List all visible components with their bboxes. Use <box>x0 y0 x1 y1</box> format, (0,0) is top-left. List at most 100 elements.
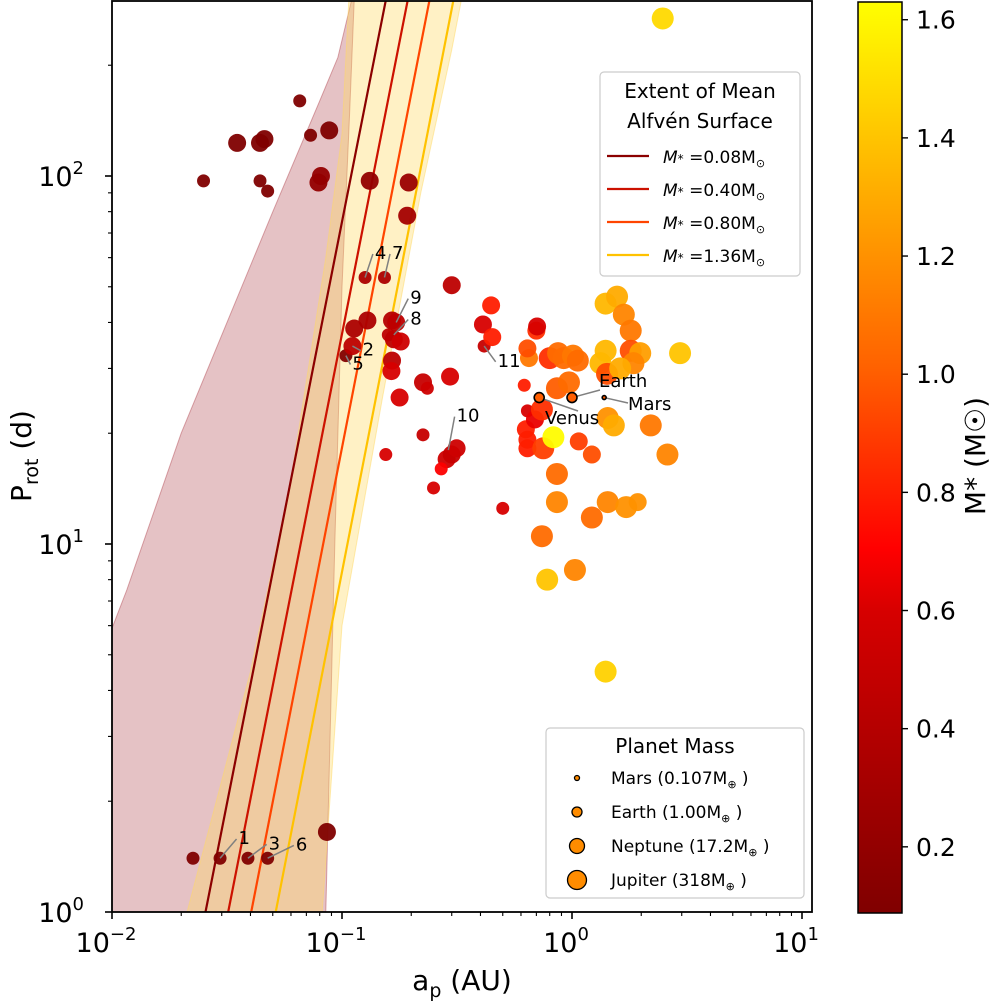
annotation-leader-line <box>447 416 456 451</box>
alfven-band-0.08 <box>112 1 355 912</box>
colorbar-tick-label: 0.8 <box>916 478 956 507</box>
x-axis-label: ap (AU) <box>412 964 512 1002</box>
planet-point <box>186 851 200 865</box>
planet-point <box>536 568 559 591</box>
planet-point <box>651 7 674 30</box>
colorbar-tick-label: 1.0 <box>916 360 956 389</box>
alfven-line-0.8 <box>250 1 431 912</box>
size-legend-label-earth: Earth (1.00M⊕ ) <box>611 803 742 825</box>
planet-point <box>398 206 417 225</box>
size-legend-label-mars: Mars (0.107M⊕ ) <box>611 769 749 791</box>
alfven-line-0.4 <box>227 1 409 912</box>
planet-point <box>518 439 537 458</box>
planet-point <box>358 311 377 330</box>
plot-frame <box>111 0 813 913</box>
alfven-line-1.36 <box>274 1 455 912</box>
solar-system-planet-venus <box>533 391 545 404</box>
planet-point <box>399 173 418 192</box>
x-tick-label: 10−1 <box>306 924 367 959</box>
annotation-leader-line <box>395 298 409 323</box>
planet-point <box>557 371 580 394</box>
planet-point <box>311 167 330 185</box>
planet-point <box>391 332 410 351</box>
size-legend-label-neptune: Neptune (17.2M⊕ ) <box>611 837 769 859</box>
annotation-label-7: 7 <box>392 243 403 264</box>
planet-point <box>197 174 211 188</box>
planet-point <box>528 317 547 336</box>
annotation-label-5: 5 <box>352 353 363 374</box>
size-legend-marker-jupiter <box>566 869 588 891</box>
planet-point <box>517 378 531 392</box>
annotation-leader-line <box>364 253 374 278</box>
planet-point <box>656 443 679 466</box>
colorbar-tick-label: 0.2 <box>916 833 956 862</box>
planet-point <box>261 184 275 198</box>
annotation-leader-line <box>393 318 409 336</box>
annotation-leader-line <box>345 355 352 365</box>
x-tick-label: 10−2 <box>76 924 137 959</box>
planet-point <box>669 342 692 365</box>
size-legend-marker-earth <box>571 806 583 818</box>
planet-point <box>379 448 393 462</box>
annotation-label-3: 3 <box>269 833 280 854</box>
planet-point <box>416 428 430 442</box>
colorbar-gradient <box>857 1 903 914</box>
colorbar-tick-label: 1.6 <box>916 6 956 35</box>
planet-point <box>566 349 589 372</box>
colorbar-tick-label: 1.2 <box>916 242 956 271</box>
planet-point <box>594 660 617 683</box>
x-tick-label: 100 <box>543 924 589 959</box>
planet-point <box>542 426 565 449</box>
planet-point <box>434 462 448 476</box>
planet-point <box>606 285 629 308</box>
colorbar-label: M* (M☉) <box>959 397 992 515</box>
alfven-line-0.08 <box>204 1 387 912</box>
planet-mass-legend-title: Planet Mass <box>615 734 734 758</box>
planet-point <box>473 315 492 334</box>
annotation-label-8: 8 <box>410 308 421 329</box>
y-axis-label: Prot (d) <box>5 410 43 502</box>
alfven-legend-box <box>599 71 801 277</box>
planet-point <box>545 491 568 514</box>
planet-points <box>186 7 692 865</box>
solar-system-planet-earth <box>566 391 578 404</box>
planet-point <box>228 133 247 152</box>
planet-point <box>483 328 502 347</box>
y-tick-label: 102 <box>38 158 84 193</box>
solar-system-label-mars: Mars <box>628 394 671 415</box>
planet-point <box>482 296 501 315</box>
planet-mass-legend-box <box>545 727 805 899</box>
planet-point <box>530 525 553 548</box>
x-tick-label: 101 <box>773 924 819 959</box>
annotation-leader-line <box>219 838 238 859</box>
planet-point <box>518 339 537 358</box>
planet-point <box>293 94 307 108</box>
planet-point <box>639 414 662 437</box>
y-tick-label: 100 <box>38 894 84 929</box>
y-tick-label: 101 <box>38 526 84 561</box>
solar-system-planet-mars <box>601 394 607 401</box>
size-legend-label-jupiter: Jupiter (318M⊕ ) <box>610 871 747 893</box>
annotation-label-1: 1 <box>239 828 250 849</box>
planet-point <box>609 357 632 380</box>
alfven-lines <box>204 1 455 912</box>
planet-mass-legend: Planet Mass Mars (0.107M⊕ ) Earth (1.00M⊕… <box>545 727 805 899</box>
planet-point <box>569 432 588 451</box>
planet-point <box>594 339 617 362</box>
planet-point <box>360 171 379 190</box>
alfven-legend-label: M* =1.36M⊙ <box>663 247 765 269</box>
alfven-legend-label: M* =0.08M⊙ <box>663 148 765 170</box>
planet-point <box>345 319 364 338</box>
planet-point <box>628 493 647 512</box>
planet-point <box>255 130 274 149</box>
planet-point <box>320 121 339 140</box>
solar-system-leader-line <box>538 396 579 412</box>
planet-point <box>304 128 318 142</box>
solar-system-label-earth: Earth <box>599 371 647 392</box>
planet-point <box>596 491 619 514</box>
planet-point <box>317 822 336 841</box>
annotation-leader-line <box>352 345 362 352</box>
annotation-label-4: 4 <box>375 243 386 264</box>
